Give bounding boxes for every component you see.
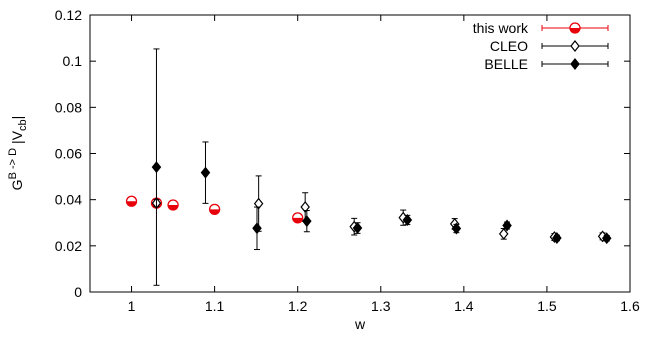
y-axis-label-sup: B -> D	[7, 148, 19, 180]
open-diamond-marker	[253, 197, 264, 210]
axis-ticks	[90, 14, 631, 293]
x-tick-label: 1.1	[205, 298, 225, 314]
legend-label-belle: BELLE	[484, 56, 528, 72]
half-filled-circle-marker-fill	[209, 209, 220, 215]
legend-label-this-work: this work	[473, 20, 529, 36]
plot-frame	[89, 14, 631, 293]
filled-diamond-marker	[151, 161, 162, 174]
filled-diamond-marker	[451, 222, 462, 235]
x-tick-labels: 1 1.1 1.2 1.3 1.4 1.5 1.6	[128, 298, 640, 314]
data-layer	[125, 48, 612, 286]
legend-samples	[541, 22, 609, 70]
filled-diamond-marker	[302, 215, 312, 228]
y-axis-label-end: |	[9, 116, 25, 120]
y-tick-label: 0.1	[63, 53, 83, 69]
legend: this work CLEO BELLE	[473, 20, 609, 72]
x-tick-label: 1.4	[454, 298, 474, 314]
y-axis-label: GB -> D |Vcb|	[7, 116, 29, 191]
filled-diamond-marker	[601, 232, 612, 245]
y-tick-label: 0.04	[55, 192, 82, 208]
y-tick-label: 0.02	[55, 238, 82, 254]
series-belle	[151, 48, 612, 286]
y-axis-label-sub: cb	[17, 119, 29, 131]
y-tick-label: 0.12	[55, 7, 82, 23]
x-tick-label: 1	[128, 298, 136, 314]
x-tick-label: 1.5	[537, 298, 557, 314]
y-axis-label-main: G	[9, 179, 25, 190]
x-tick-label: 1.3	[371, 298, 391, 314]
filled-diamond-marker	[200, 166, 211, 179]
x-tick-label: 1.2	[288, 298, 308, 314]
open-diamond-marker	[498, 227, 509, 240]
y-tick-label: 0.06	[55, 146, 82, 162]
filled-diamond-marker	[352, 222, 363, 235]
half-filled-circle-marker-fill	[126, 201, 137, 207]
y-axis-label-bar: |V	[9, 130, 25, 144]
filled-diamond-marker	[552, 232, 562, 244]
series-this-work	[125, 195, 304, 224]
filled-diamond-marker	[502, 219, 512, 232]
half-filled-circle-marker-fill	[168, 204, 179, 210]
y-tick-label: 0	[74, 284, 82, 300]
filled-diamond-marker	[402, 214, 413, 226]
half-filled-circle-marker-fill	[292, 217, 303, 223]
open-diamond-marker	[570, 40, 580, 52]
legend-label-cleo: CLEO	[490, 38, 528, 54]
y-tick-labels: 0 0.02 0.04 0.06 0.08 0.1 0.12	[55, 7, 82, 300]
x-tick-label: 1.6	[620, 298, 640, 314]
filled-diamond-marker	[252, 222, 262, 235]
filled-diamond-marker	[570, 58, 580, 70]
x-axis-label: w	[354, 316, 366, 332]
open-diamond-marker	[300, 201, 310, 214]
series-cleo	[151, 175, 608, 244]
half-filled-circle-marker-fill	[570, 28, 580, 33]
y-tick-label: 0.08	[55, 99, 82, 115]
